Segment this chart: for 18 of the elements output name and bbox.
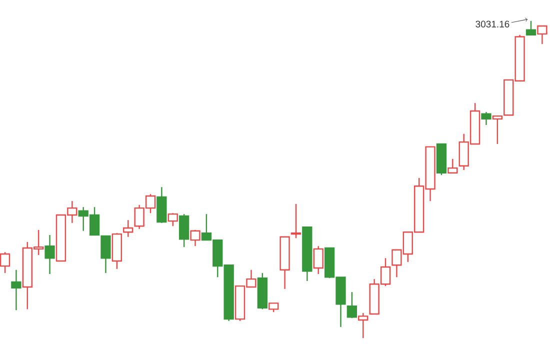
candlestick [526, 20, 536, 36]
candlestick [100, 235, 111, 274]
candlestick [358, 312, 368, 339]
candlestick [190, 229, 200, 247]
candlestick [11, 269, 22, 311]
candlestick [313, 246, 324, 275]
candlestick [537, 25, 548, 45]
candlestick [44, 234, 55, 275]
candlestick [448, 158, 458, 174]
candlestick [168, 212, 178, 227]
candlestick [0, 252, 10, 274]
candlestick [123, 219, 134, 238]
annotation: 3031.16 [476, 20, 510, 28]
candlestick [492, 115, 502, 145]
candlestick [481, 111, 492, 126]
candlestick [178, 213, 190, 248]
candlestick [290, 203, 302, 239]
candlestick [346, 291, 357, 319]
